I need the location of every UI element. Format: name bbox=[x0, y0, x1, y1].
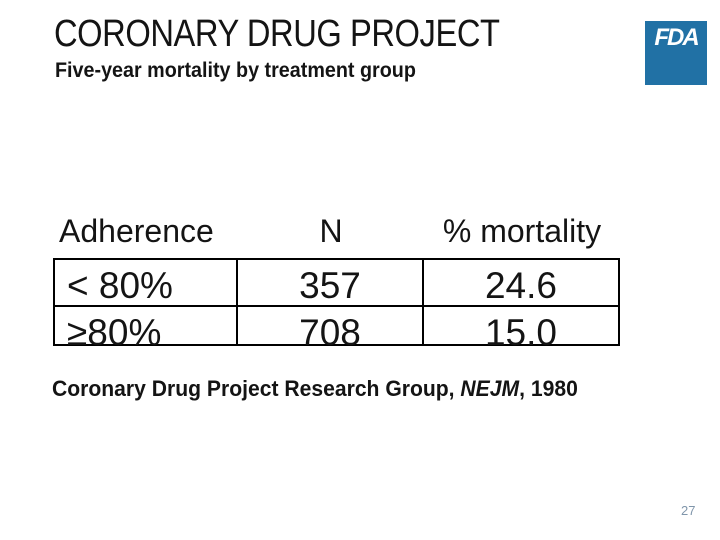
table-cell-n-low: 357 bbox=[238, 260, 424, 305]
slide-title: CORONARY DRUG PROJECT bbox=[54, 13, 500, 55]
table-cell-adherence-high: ≥80% bbox=[55, 305, 238, 351]
column-header-mortality: % mortality bbox=[442, 213, 602, 249]
page-number: 27 bbox=[681, 503, 696, 518]
fda-logo: FDA bbox=[645, 21, 707, 85]
fda-logo-text: FDA bbox=[654, 24, 699, 51]
table-cell-mortality-high: 15.0 bbox=[424, 305, 618, 351]
table-cell-adherence-low: < 80% bbox=[55, 260, 238, 305]
column-header-n: N bbox=[319, 213, 343, 249]
table-cell-n-high: 708 bbox=[238, 305, 424, 351]
table-cell-mortality-low: 24.6 bbox=[484, 265, 557, 306]
table-header-row: Adherence N % mortality bbox=[53, 211, 620, 251]
slide-subtitle: Five-year mortality by treatment group bbox=[55, 59, 416, 82]
citation-prefix: Coronary Drug Project Research Group, bbox=[52, 376, 461, 401]
citation: Coronary Drug Project Research Group, NE… bbox=[52, 375, 578, 402]
column-header-adherence: Adherence bbox=[59, 213, 214, 249]
citation-suffix: , 1980 bbox=[519, 376, 578, 401]
mortality-table: < 80% 357 24.6 ≥80% 708 15.0 bbox=[53, 258, 620, 351]
citation-journal: NEJM bbox=[460, 376, 520, 401]
